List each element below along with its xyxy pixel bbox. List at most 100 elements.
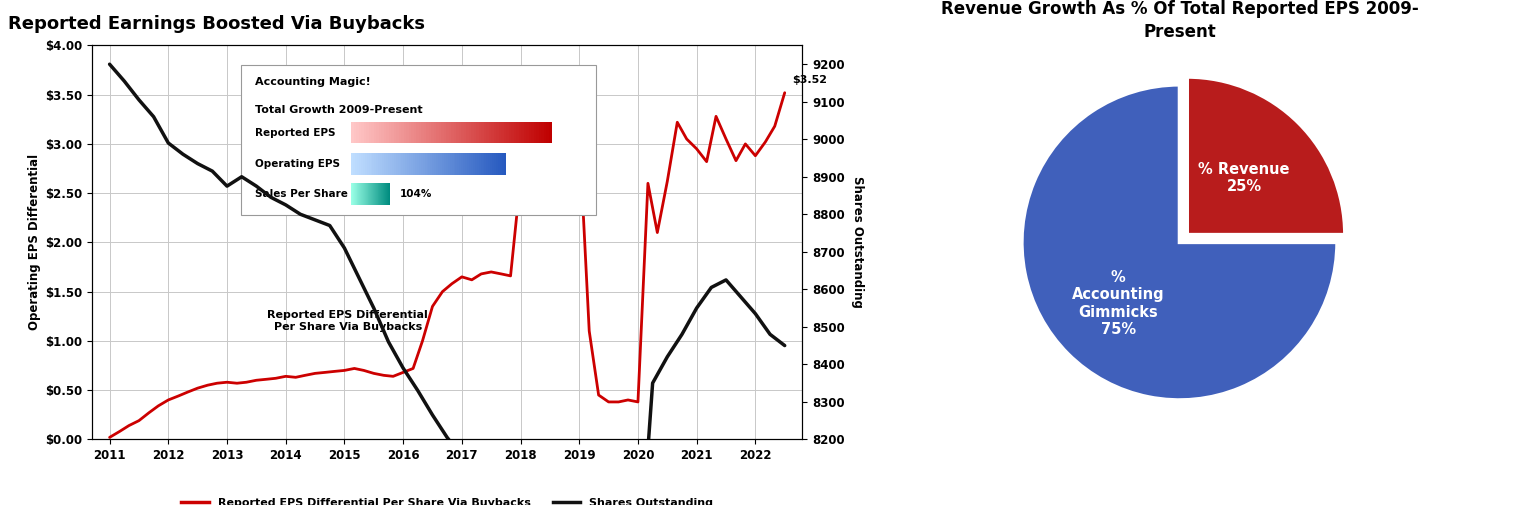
FancyBboxPatch shape — [409, 153, 412, 175]
FancyBboxPatch shape — [497, 153, 498, 175]
FancyBboxPatch shape — [394, 122, 397, 143]
FancyBboxPatch shape — [446, 153, 449, 175]
FancyBboxPatch shape — [351, 153, 354, 175]
FancyBboxPatch shape — [363, 122, 366, 143]
FancyBboxPatch shape — [461, 153, 464, 175]
FancyBboxPatch shape — [541, 122, 544, 143]
Text: Accounting Magic!: Accounting Magic! — [256, 77, 371, 87]
FancyBboxPatch shape — [366, 122, 369, 143]
FancyBboxPatch shape — [504, 122, 507, 143]
FancyBboxPatch shape — [423, 122, 428, 143]
FancyBboxPatch shape — [434, 153, 437, 175]
FancyBboxPatch shape — [417, 153, 420, 175]
FancyBboxPatch shape — [469, 153, 472, 175]
FancyBboxPatch shape — [442, 122, 445, 143]
FancyBboxPatch shape — [532, 122, 535, 143]
FancyBboxPatch shape — [415, 153, 417, 175]
FancyBboxPatch shape — [464, 122, 468, 143]
FancyBboxPatch shape — [457, 153, 460, 175]
Text: Total Growth 2009-Present: Total Growth 2009-Present — [256, 105, 423, 115]
FancyBboxPatch shape — [389, 153, 392, 175]
FancyBboxPatch shape — [504, 153, 506, 175]
FancyBboxPatch shape — [501, 122, 504, 143]
FancyBboxPatch shape — [368, 153, 371, 175]
Text: Reported EPS Differential
Per Share Via Buybacks: Reported EPS Differential Per Share Via … — [267, 311, 428, 332]
FancyBboxPatch shape — [471, 153, 474, 175]
FancyBboxPatch shape — [474, 122, 477, 143]
FancyBboxPatch shape — [402, 153, 405, 175]
FancyBboxPatch shape — [386, 122, 389, 143]
FancyBboxPatch shape — [359, 153, 362, 175]
FancyBboxPatch shape — [432, 153, 435, 175]
FancyBboxPatch shape — [402, 122, 405, 143]
FancyBboxPatch shape — [498, 153, 501, 175]
Text: 420%: 420% — [517, 159, 549, 169]
FancyBboxPatch shape — [468, 153, 469, 175]
FancyBboxPatch shape — [438, 122, 442, 143]
FancyBboxPatch shape — [509, 122, 512, 143]
FancyBboxPatch shape — [498, 122, 501, 143]
FancyBboxPatch shape — [497, 122, 500, 143]
Title: Revenue Growth As % Of Total Reported EPS 2009-
Present: Revenue Growth As % Of Total Reported EP… — [941, 0, 1418, 41]
FancyBboxPatch shape — [537, 122, 540, 143]
FancyBboxPatch shape — [362, 122, 365, 143]
FancyBboxPatch shape — [486, 122, 489, 143]
FancyBboxPatch shape — [549, 122, 552, 143]
FancyBboxPatch shape — [478, 153, 481, 175]
FancyBboxPatch shape — [489, 122, 492, 143]
Y-axis label: Shares Outstanding: Shares Outstanding — [851, 176, 865, 309]
FancyBboxPatch shape — [431, 153, 432, 175]
FancyBboxPatch shape — [510, 122, 515, 143]
FancyBboxPatch shape — [399, 122, 402, 143]
FancyBboxPatch shape — [353, 153, 356, 175]
Text: Reported Earnings Boosted Via Buybacks: Reported Earnings Boosted Via Buybacks — [8, 15, 425, 33]
FancyBboxPatch shape — [440, 153, 443, 175]
FancyBboxPatch shape — [394, 153, 397, 175]
FancyBboxPatch shape — [373, 153, 376, 175]
FancyBboxPatch shape — [449, 153, 452, 175]
FancyBboxPatch shape — [369, 122, 373, 143]
FancyBboxPatch shape — [477, 153, 480, 175]
FancyBboxPatch shape — [241, 65, 596, 215]
FancyBboxPatch shape — [449, 122, 452, 143]
FancyBboxPatch shape — [408, 153, 409, 175]
FancyBboxPatch shape — [356, 122, 359, 143]
FancyBboxPatch shape — [469, 122, 472, 143]
FancyBboxPatch shape — [491, 153, 494, 175]
FancyBboxPatch shape — [458, 122, 461, 143]
FancyBboxPatch shape — [351, 122, 354, 143]
FancyBboxPatch shape — [471, 122, 474, 143]
FancyBboxPatch shape — [391, 122, 394, 143]
FancyBboxPatch shape — [354, 122, 357, 143]
FancyBboxPatch shape — [442, 153, 445, 175]
FancyBboxPatch shape — [492, 153, 495, 175]
FancyBboxPatch shape — [360, 153, 363, 175]
FancyBboxPatch shape — [437, 153, 438, 175]
FancyBboxPatch shape — [466, 122, 469, 143]
FancyBboxPatch shape — [475, 153, 477, 175]
FancyBboxPatch shape — [400, 153, 402, 175]
FancyBboxPatch shape — [517, 122, 520, 143]
FancyBboxPatch shape — [386, 153, 389, 175]
FancyBboxPatch shape — [448, 153, 451, 175]
Legend: % Revenue, % Accounting Gimmicks: % Revenue, % Accounting Gimmicks — [957, 0, 1265, 2]
FancyBboxPatch shape — [406, 122, 409, 143]
Wedge shape — [1023, 85, 1337, 400]
FancyBboxPatch shape — [500, 153, 503, 175]
FancyBboxPatch shape — [494, 153, 497, 175]
Text: % Revenue
25%: % Revenue 25% — [1199, 162, 1289, 194]
FancyBboxPatch shape — [382, 122, 385, 143]
Text: 104%: 104% — [400, 189, 432, 199]
Text: $3.52: $3.52 — [791, 75, 826, 85]
FancyBboxPatch shape — [501, 153, 504, 175]
FancyBboxPatch shape — [428, 153, 431, 175]
FancyBboxPatch shape — [419, 122, 422, 143]
FancyBboxPatch shape — [491, 122, 495, 143]
FancyBboxPatch shape — [422, 122, 425, 143]
Text: Operating EPS: Operating EPS — [256, 159, 340, 169]
FancyBboxPatch shape — [412, 153, 415, 175]
FancyBboxPatch shape — [494, 122, 497, 143]
FancyBboxPatch shape — [374, 122, 377, 143]
FancyBboxPatch shape — [403, 153, 406, 175]
FancyBboxPatch shape — [374, 153, 377, 175]
